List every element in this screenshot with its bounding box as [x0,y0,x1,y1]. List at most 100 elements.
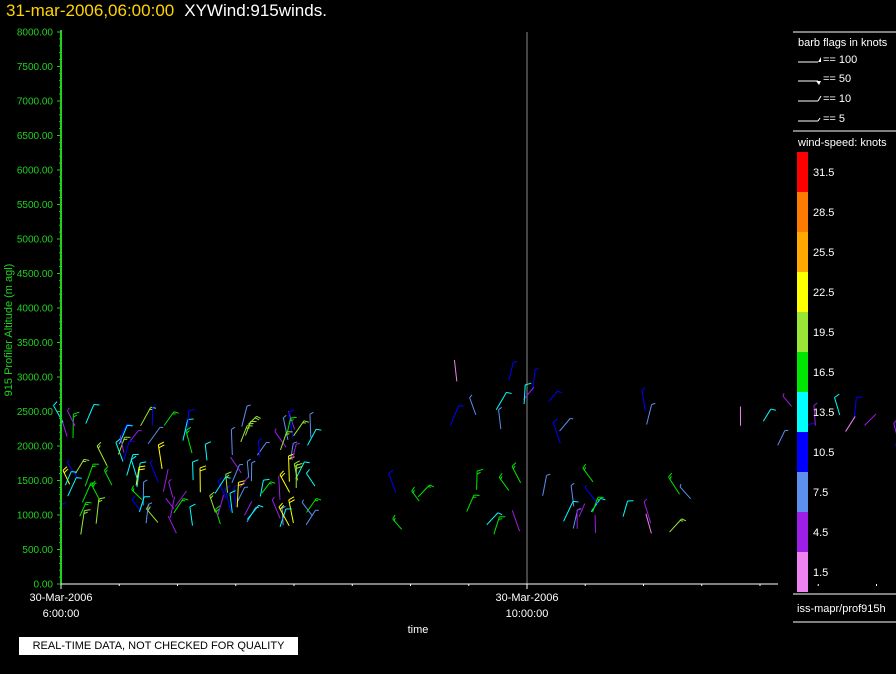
barb-shaft [282,417,289,440]
barb-flag [316,498,322,501]
barb-shaft [233,487,237,507]
y-tick-label: 5500.00 [17,200,54,211]
wind-barb [162,469,169,492]
barb-flag [86,501,92,504]
barb-legend-flag [817,117,821,122]
wind-barb [229,490,236,513]
barb-flag [428,486,432,488]
barb-flag [216,508,220,513]
barb-flag [808,422,815,425]
wind-barb [495,391,512,411]
wind-barb [257,437,263,458]
barb-shaft [84,463,94,487]
barb-flag [258,437,263,442]
barb-shaft [563,501,574,522]
barb-flag [643,498,648,503]
wind-barb [75,458,90,474]
barb-shaft [834,397,841,416]
barb-shaft [96,445,108,467]
wind-barb [592,496,604,513]
barb-flag [288,409,295,413]
barb-flag [131,485,135,490]
wind-barb [244,501,253,516]
barb-shaft [162,469,169,492]
y-tick-label: 2500.00 [17,407,54,418]
barb-flag [393,517,396,521]
wind-barb [230,456,242,474]
barb-shaft [469,397,477,415]
barb-flag [296,442,301,445]
barb-flag [246,427,250,429]
wind-barb [168,478,174,498]
barb-flag [76,477,82,479]
barb-flag [316,428,322,431]
barb-flag [770,408,776,411]
barb-flag [279,505,285,510]
wind-barb [511,510,520,532]
wind-barb [131,495,141,511]
barb-shaft [239,476,249,488]
legend-panel: barb flags in knots == 100 == 50 == 10 == 5 w… [793,31,896,623]
barb-shaft [236,482,239,508]
wind-barb [151,404,157,426]
wind-barb [103,466,113,486]
barb-legend-item: == 10 [798,93,851,105]
wind-barb [679,483,691,500]
wind-barb [256,441,270,456]
wind-barb [578,503,586,517]
barb-flag [209,491,215,497]
barb-flag [251,460,256,464]
barb-shaft [261,481,272,494]
barb-shaft [511,466,522,484]
barb-flag [263,478,270,481]
y-tick-label: 3500.00 [17,338,54,349]
barb-shaft [246,461,250,478]
barb-flag [231,426,236,430]
barb-flag [215,505,221,510]
wind-barb [215,505,221,525]
barb-flag [498,518,503,520]
barb-shaft [301,502,313,517]
barb-flag [199,465,207,469]
barb-shaft [548,390,558,402]
wind-barb [214,476,231,494]
wind-barb [126,453,139,476]
barb-flag [270,481,276,484]
barb-flag [249,422,254,425]
speed-bin-label: 1.5 [813,567,828,579]
barb-flag [511,462,517,467]
speed-bin-label: 10.5 [813,447,834,459]
barb-shaft [173,498,184,514]
barb-shaft [163,411,175,426]
wind-barb [548,390,563,402]
barb-shaft [214,476,227,494]
wind-barb [286,416,297,434]
barb-shaft [486,512,499,526]
wind-barb [85,403,100,424]
barb-flag [296,462,303,466]
barb-flag [98,497,106,500]
barb-flag [280,472,286,478]
barb-flag [283,414,287,419]
barb-shaft [85,404,95,424]
barb-flag [92,483,96,488]
wind-barb [185,426,193,454]
barb-shaft [129,430,139,442]
barb-flag [681,518,687,522]
speed-bin-label: 31.5 [813,167,834,179]
speed-bin-label: 7.5 [813,487,828,499]
barb-flag [254,417,260,421]
barb-legend-label: == 10 [823,93,851,105]
speed-bin-label: 28.5 [813,207,834,219]
barb-shaft [305,473,316,487]
barb-flag [168,478,172,483]
wind-barb [236,486,249,503]
barb-flag [572,500,579,503]
speed-color-swatch [797,272,808,312]
speed-color-swatch [797,192,808,232]
wind-barb [668,472,680,495]
barb-flag [147,506,151,511]
wind-barb [508,360,518,381]
wind-barb [411,486,420,502]
